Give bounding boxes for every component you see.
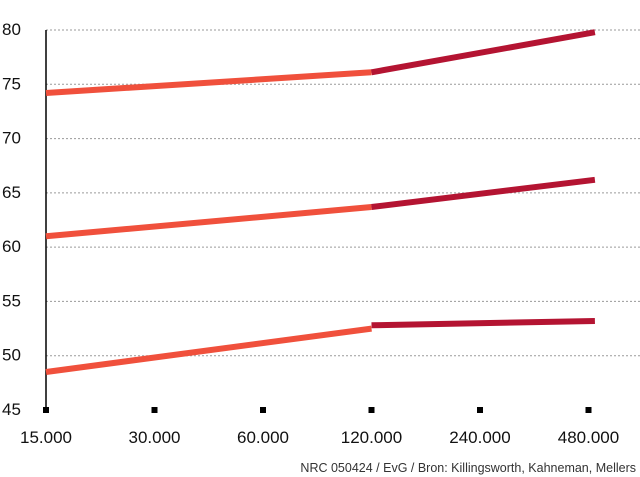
x-tick-label: 240.000 <box>449 428 510 447</box>
x-tick-mark <box>151 407 158 413</box>
x-tick-label: 60.000 <box>237 428 289 447</box>
x-tick-mark <box>260 407 266 413</box>
y-tick-label: 50 <box>2 346 21 365</box>
y-axis: 45 50 55 60 65 70 75 80 <box>2 20 47 419</box>
x-tick-mark <box>43 407 49 413</box>
series-2 <box>45 176 596 240</box>
series-group <box>45 29 596 375</box>
y-tick-label: 55 <box>2 291 21 310</box>
y-tick-label: 60 <box>2 237 21 256</box>
series-1-segment-1 <box>45 69 372 96</box>
series-2-segment-1 <box>45 204 372 240</box>
y-tick-label: 80 <box>2 20 21 39</box>
y-tick-label: 75 <box>2 74 21 93</box>
y-tick-label: 70 <box>2 129 21 148</box>
series-2-segment-2 <box>371 176 596 210</box>
x-tick-label: 120.000 <box>341 428 402 447</box>
x-tick-mark <box>368 407 375 413</box>
grid <box>46 29 640 357</box>
series-3-segment-1 <box>45 325 372 375</box>
x-tick-mark <box>477 407 483 413</box>
x-tick-label: 30.000 <box>129 428 181 447</box>
x-tick-mark <box>585 407 592 413</box>
x-tick-label: 15.000 <box>20 428 72 447</box>
series-3 <box>45 318 595 375</box>
y-tick-label: 45 <box>2 400 21 419</box>
y-tick-label: 65 <box>2 183 21 202</box>
series-3-segment-2 <box>371 318 595 329</box>
x-axis: 15.000 30.000 60.000 120.000 240.000 480.000 <box>20 407 619 447</box>
source-credit: NRC 050424 / EvG / Bron: Killingsworth, … <box>300 461 636 475</box>
series-1 <box>45 29 596 96</box>
series-1-segment-2 <box>370 29 596 76</box>
x-tick-label: 480.000 <box>558 428 619 447</box>
